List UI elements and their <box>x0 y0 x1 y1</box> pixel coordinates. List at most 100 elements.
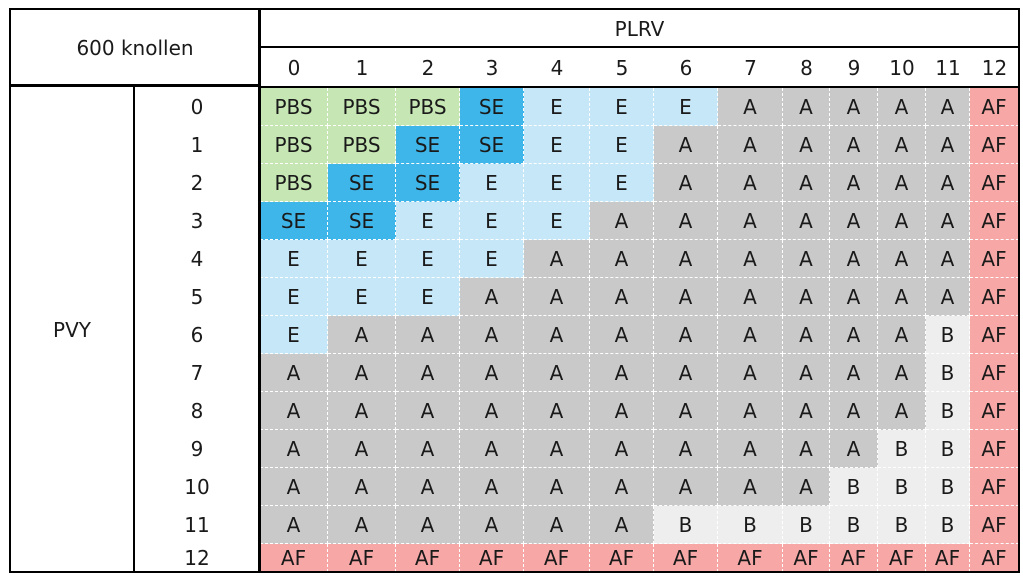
column-header: 8 <box>800 56 813 80</box>
table-cell: AF <box>970 240 1019 278</box>
table-cell: E <box>654 88 718 126</box>
table-cell: A <box>654 202 718 240</box>
table-cell: E <box>460 240 524 278</box>
row-header: 2 <box>190 171 204 195</box>
table-cell: B <box>878 506 926 544</box>
table-cell: A <box>590 278 654 316</box>
table-cell: B <box>718 506 783 544</box>
column-header: 5 <box>615 56 629 80</box>
table-cell: AF <box>970 278 1019 316</box>
table-cell: A <box>396 354 460 392</box>
table-cell: A <box>926 88 970 126</box>
table-cell: AF <box>926 544 970 572</box>
table-cell: A <box>260 430 328 468</box>
table-cell: A <box>260 506 328 544</box>
table-cell: A <box>654 126 718 164</box>
table-cell: PBS <box>396 88 460 126</box>
table-cell: A <box>524 392 590 430</box>
table-cell: A <box>830 278 878 316</box>
table-cell: E <box>524 164 590 202</box>
table-cell: A <box>783 164 830 202</box>
table-cell: A <box>830 202 878 240</box>
table-cell: E <box>590 88 654 126</box>
table-cell: AF <box>970 164 1019 202</box>
table-cell: E <box>590 126 654 164</box>
column-header: 6 <box>679 56 693 80</box>
table-cell: B <box>878 468 926 506</box>
row-header: 0 <box>190 95 204 119</box>
table-cell: A <box>830 430 878 468</box>
table-cell: A <box>830 164 878 202</box>
table-cell: B <box>830 468 878 506</box>
table-cell: A <box>328 506 396 544</box>
table-cell: A <box>718 202 783 240</box>
table-cell: A <box>460 316 524 354</box>
table-cell: AF <box>878 544 926 572</box>
table-cell: E <box>260 240 328 278</box>
table-cell: A <box>590 392 654 430</box>
table-cell: A <box>524 354 590 392</box>
table-cell: A <box>878 88 926 126</box>
table-border-right <box>1018 8 1020 573</box>
table-cell: AF <box>783 544 830 572</box>
column-group-label: PLRV <box>614 17 665 41</box>
table-cell: A <box>328 392 396 430</box>
table-cell: A <box>524 430 590 468</box>
table-cell: A <box>460 430 524 468</box>
table-cell: B <box>926 506 970 544</box>
table-cell: AF <box>970 468 1019 506</box>
column-header: 11 <box>935 56 961 80</box>
table-cell: A <box>878 240 926 278</box>
table-cell: A <box>783 392 830 430</box>
table-cell: A <box>878 278 926 316</box>
table-cell: A <box>328 354 396 392</box>
header-divider-vertical <box>258 8 261 573</box>
table-cell: B <box>926 354 970 392</box>
row-header: 9 <box>190 437 204 461</box>
table-cell: A <box>654 316 718 354</box>
table-cell: A <box>783 126 830 164</box>
table-cell: E <box>396 278 460 316</box>
table-cell: A <box>524 316 590 354</box>
table-cell: AF <box>830 544 878 572</box>
table-cell: SE <box>260 202 328 240</box>
column-header: 2 <box>421 56 435 80</box>
table-cell: A <box>524 506 590 544</box>
table-cell: A <box>590 240 654 278</box>
row-header: 10 <box>184 475 210 499</box>
table-cell: A <box>654 430 718 468</box>
table-cell: A <box>718 430 783 468</box>
table-cell: A <box>654 354 718 392</box>
table-cell: A <box>783 202 830 240</box>
table-cell: A <box>878 354 926 392</box>
table-cell: PBS <box>260 126 328 164</box>
row-header: 12 <box>184 546 210 570</box>
table-cell: AF <box>718 544 783 572</box>
table-cell: A <box>590 430 654 468</box>
table-border-bottom <box>9 571 1020 573</box>
table-cell: A <box>396 468 460 506</box>
table-cell: A <box>783 468 830 506</box>
table-cell: E <box>260 278 328 316</box>
table-cell: B <box>654 506 718 544</box>
table-cell: AF <box>328 544 396 572</box>
table-cell: A <box>460 468 524 506</box>
column-header: 9 <box>847 56 861 80</box>
table-cell: A <box>590 468 654 506</box>
table-cell: A <box>396 506 460 544</box>
table-cell: SE <box>396 164 460 202</box>
table-cell: PBS <box>260 164 328 202</box>
table-cell: A <box>926 202 970 240</box>
table-cell: AF <box>970 126 1019 164</box>
row-header: 4 <box>190 247 204 271</box>
table-cell: B <box>926 468 970 506</box>
table-cell: A <box>460 392 524 430</box>
column-header-divider <box>260 86 1020 88</box>
table-cell: E <box>328 278 396 316</box>
row-header: 1 <box>190 133 204 157</box>
table-cell: AF <box>970 430 1019 468</box>
table-cell: A <box>783 240 830 278</box>
table-cell: A <box>328 468 396 506</box>
table-cell: A <box>783 430 830 468</box>
table-cell: SE <box>460 126 524 164</box>
